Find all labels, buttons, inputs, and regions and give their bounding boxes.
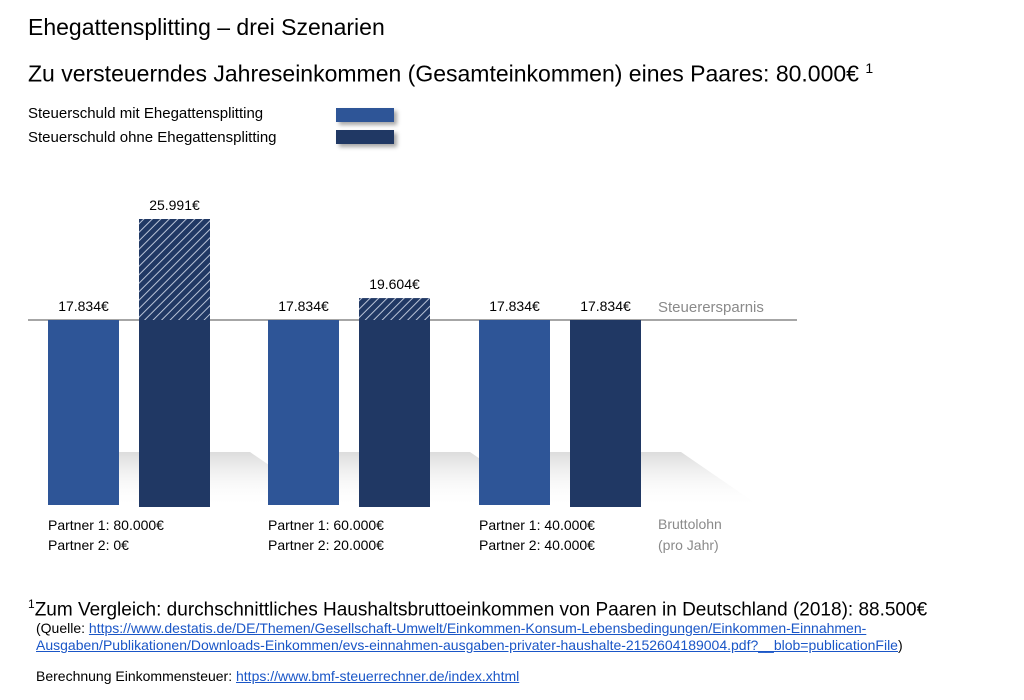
source-note: (Quelle: https://www.destatis.de/DE/Them… [36, 620, 1016, 654]
bar-savings-segment-1 [139, 219, 210, 320]
subtitle-footnote-marker: 1 [865, 60, 874, 76]
category-label-2-line-1: Partner 1: 60.000€ [268, 517, 384, 533]
subtitle-text: Zu versteuerndes Jahreseinkommen (Gesamt… [28, 60, 859, 87]
calc-prefix: Berechnung Einkommensteuer: [36, 668, 236, 684]
source-prefix: (Quelle: [36, 620, 89, 636]
legend-swatch-without-splitting [336, 130, 394, 144]
bar-with-splitting-1 [48, 320, 119, 505]
bar-without-splitting-1 [139, 320, 210, 507]
source-link[interactable]: https://www.destatis.de/DE/Themen/Gesell… [36, 620, 898, 653]
chart-subtitle: Zu versteuerndes Jahreseinkommen (Gesamt… [28, 60, 873, 88]
category-label-2-line-2: Partner 2: 20.000€ [268, 537, 384, 553]
bar-without-splitting-2 [359, 320, 430, 507]
bar-value-label-with-1: 17.834€ [58, 298, 109, 314]
bar-without-splitting-3 [570, 320, 641, 507]
source-suffix: ) [897, 637, 903, 653]
legend-swatch-with-splitting [336, 108, 394, 122]
category-axis-label: Bruttolohn [658, 516, 722, 532]
bar-value-label-with-2: 17.834€ [278, 298, 329, 314]
chart-title: Ehegattensplitting – drei Szenarien [28, 14, 385, 40]
legend-label-with-splitting: Steuerschuld mit Ehegattensplitting [28, 105, 264, 122]
category-label-1-line-1: Partner 1: 80.000€ [48, 517, 164, 533]
bar-savings-segment-2 [359, 298, 430, 320]
bar-value-label-without-2: 19.604€ [369, 276, 420, 292]
footnote-marker: 1 [28, 597, 35, 611]
bar-with-splitting-2 [268, 320, 339, 505]
footnote-text: Zum Vergleich: durchschnittliches Hausha… [34, 599, 928, 621]
category-label-3-line-1: Partner 1: 40.000€ [479, 517, 595, 533]
footnote: 1Zum Vergleich: durchschnittliches Haush… [28, 597, 927, 621]
legend-label-without-splitting: Steuerschuld ohne Ehegattensplitting [28, 129, 277, 146]
calc-link[interactable]: https://www.bmf-steuerrechner.de/index.x… [236, 668, 520, 684]
category-axis-sublabel: (pro Jahr) [658, 537, 719, 553]
category-label-1-line-2: Partner 2: 0€ [48, 537, 129, 553]
bar-with-splitting-3 [479, 320, 550, 505]
bar-value-label-with-3: 17.834€ [489, 298, 540, 314]
reference-line-label: Steuerersparnis [658, 299, 764, 316]
bar-value-label-without-1: 25.991€ [149, 197, 200, 213]
bar-value-label-without-3: 17.834€ [580, 298, 631, 314]
category-label-3-line-2: Partner 2: 40.000€ [479, 537, 595, 553]
bar-chart: 17.834€ 25.991€ Partner 1: 80.000€ Partner … [28, 197, 797, 553]
calculation-note: Berechnung Einkommensteuer: https://www.… [36, 668, 519, 684]
